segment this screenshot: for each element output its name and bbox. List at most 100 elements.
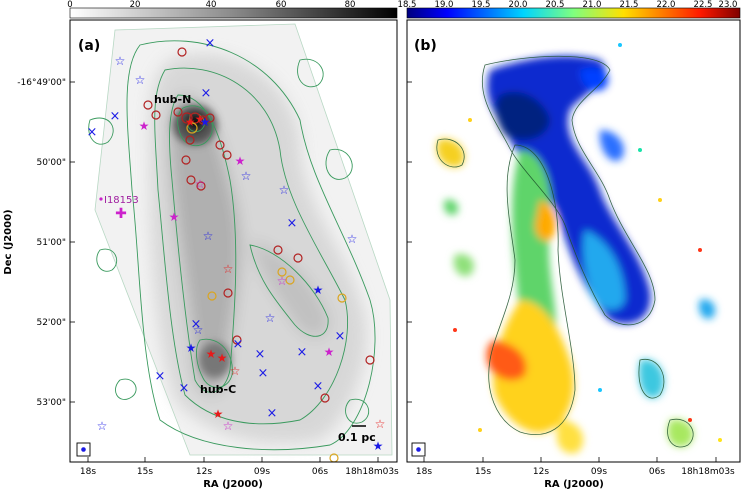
cross-marker: × (191, 317, 202, 332)
circle-marker (285, 275, 295, 285)
cross-marker: × (233, 337, 244, 352)
star-marker: ☆ (97, 419, 108, 433)
circle-marker (186, 122, 198, 134)
cb-a-tick: 80 (345, 0, 356, 10)
circle-marker (293, 253, 303, 263)
star-marker: ☆ (265, 311, 276, 325)
frame-a (69, 19, 398, 463)
x-tick-label: 12s (533, 467, 549, 477)
circle-marker (177, 47, 187, 57)
cross-marker: × (297, 345, 308, 360)
beam-box (411, 442, 426, 457)
circle-marker (207, 291, 217, 301)
y-tick-label: 50'00" (36, 158, 66, 168)
cb-a-tick: 0 (67, 0, 72, 10)
star-marker: ☆ (347, 232, 358, 246)
beam-dot (416, 447, 421, 452)
circle-marker (277, 267, 287, 277)
crosses-a: × × × × × × × × × × × × × × × (87, 36, 346, 421)
y-ticks-a (70, 81, 75, 403)
panel-b: 18.5 19.0 19.5 20.0 20.5 21.0 21.5 22.0 … (398, 0, 741, 490)
star-marker: ★ (186, 341, 197, 355)
cross-marker: × (258, 366, 269, 381)
star-marker: ☆ (279, 183, 290, 197)
cb-a-tick: 60 (276, 0, 287, 10)
circle-marker (337, 293, 347, 303)
circles-a (143, 47, 375, 462)
star-marker: ☆ (135, 73, 146, 87)
circle-marker (223, 288, 233, 298)
cross-marker: × (313, 379, 324, 394)
circle-marker (232, 335, 242, 345)
beam-box (76, 442, 91, 457)
star-marker: ★ (373, 439, 384, 453)
star-marker: ☆ (277, 274, 288, 288)
cb-b-tick: 22.0 (657, 0, 676, 10)
cross-marker: × (179, 381, 190, 396)
circle-marker (196, 181, 206, 191)
star-marker: ☆ (230, 364, 241, 378)
colorbar-b (406, 7, 741, 19)
colorbar-a (69, 7, 398, 19)
star-marker: ★ (195, 112, 206, 126)
star-marker: ★ (324, 345, 335, 359)
y-tick-label: 53'00" (36, 398, 66, 408)
cross-marker: × (110, 109, 121, 124)
circle-marker (181, 155, 191, 165)
star-marker: ★ (200, 115, 211, 129)
contours-b (436, 55, 694, 448)
cb-b-tick: 22.5 (694, 0, 713, 10)
y-tick-label: 52'00" (36, 318, 66, 328)
panel-label-a: (a) (78, 38, 100, 54)
star-marker: ★ (169, 210, 180, 224)
cb-b-tick: 21.5 (620, 0, 639, 10)
star-marker: ☆ (203, 229, 214, 243)
y-axis-label: Dec (J2000) (3, 209, 14, 274)
frame-b (406, 19, 741, 463)
cross-marker: × (255, 347, 266, 362)
star-marker: ☆ (375, 417, 386, 431)
x-axis-label-b: RA (J2000) (544, 479, 604, 489)
star-marker: ★ (206, 347, 217, 361)
colorbar-a-ticks: 0 20 40 60 80 (67, 0, 355, 10)
star-marker: ★ (217, 351, 228, 365)
x-tick-label: 18s (80, 467, 96, 477)
colorbar-b-ticks: 18.5 19.0 19.5 20.0 20.5 21.0 21.5 22.0 … (398, 0, 738, 10)
x-axis-label-a: RA (J2000) (203, 479, 263, 489)
star-marker: ★ (139, 119, 150, 133)
cb-b-tick: 19.0 (435, 0, 454, 10)
circle-marker (181, 112, 193, 124)
x-tick-label: 18h18m03s (681, 467, 735, 477)
panel-a: 0 20 40 60 80 (3, 0, 399, 490)
cb-b-tick: 20.5 (546, 0, 565, 10)
y-tick-label: 51'00" (36, 238, 66, 248)
cross-marker: × (267, 406, 278, 421)
map-b (411, 43, 722, 457)
cb-b-tick: 23.0 (719, 0, 738, 10)
star-marker: ☆ (115, 54, 126, 68)
circle-marker (185, 135, 195, 145)
star-marker: ☆ (223, 419, 234, 433)
cb-b-tick: 19.5 (472, 0, 491, 10)
y-ticks-b (407, 81, 412, 403)
x-tick-label: 15s (475, 467, 491, 477)
star-marker: ☆ (195, 177, 206, 191)
x-ticks-b (423, 457, 717, 462)
circle-marker (365, 355, 375, 365)
speckles-b (453, 43, 722, 442)
map-a: ☆ ☆ ★ ★ ★ ★ ★ ☆ ☆ ☆ ★ ☆ ☆ ☆ ★ ☆ ★ ★ ★ ☆ (76, 23, 393, 462)
cross-marker: × (201, 86, 212, 101)
x-tick-label: 18h18m03s (345, 467, 399, 477)
cb-b-tick: 20.0 (509, 0, 528, 10)
x-tick-label: 09s (591, 467, 607, 477)
x-ticks-a (87, 457, 379, 462)
circle-marker (186, 175, 196, 185)
source-plus-icon: ✚ (115, 206, 127, 222)
panel-label-b: (b) (414, 38, 437, 54)
star-marker: ☆ (193, 323, 204, 337)
circle-marker (205, 113, 215, 123)
source-label: I18153 (104, 195, 139, 206)
cross-marker: × (335, 329, 346, 344)
star-marker: ★ (313, 283, 324, 297)
